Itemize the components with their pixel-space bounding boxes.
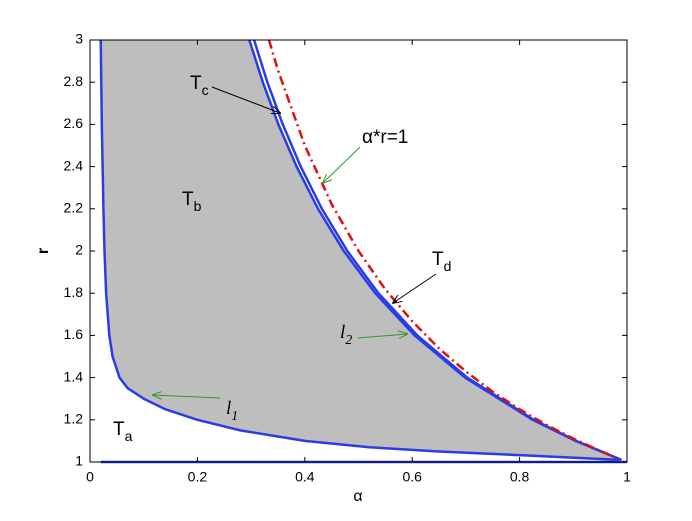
y-tick-label: 2.2 (64, 200, 84, 216)
x-axis-label: α (353, 488, 362, 505)
y-tick-label: 3 (75, 31, 83, 47)
annotation-subscript: b (194, 198, 202, 214)
annotation: Ta (113, 419, 133, 444)
y-tick-label: 2.4 (64, 157, 84, 173)
y-tick-label: 1 (75, 453, 83, 469)
annotation-arrow (211, 86, 280, 113)
annotation-text: T (113, 419, 125, 440)
annotation-subscript: a (125, 428, 133, 444)
y-tick-label: 1.4 (64, 368, 84, 384)
annotation-text: l (226, 398, 231, 419)
y-tick-label: 2.6 (64, 115, 84, 131)
y-axis-label: r (35, 248, 52, 254)
x-tick-label: 0.2 (188, 469, 208, 485)
annotation-arrow (153, 395, 221, 398)
annotation: l1 (226, 398, 238, 424)
y-tick-label: 1.2 (64, 411, 84, 427)
annotation-text: T (432, 249, 444, 270)
curve (252, 39, 622, 462)
annotation: Tc (190, 73, 209, 98)
annotation-subscript: 2 (345, 333, 352, 348)
annotation-text: T (182, 189, 194, 210)
x-tick-label: 0.6 (402, 469, 422, 485)
annotation: α*r=1 (362, 127, 408, 148)
x-tick-label: 0.8 (510, 469, 530, 485)
x-tick-label: 1 (623, 469, 631, 485)
y-tick-label: 1.6 (64, 326, 84, 342)
curve (267, 39, 617, 459)
annotation: l2 (340, 322, 352, 348)
y-tick-label: 1.8 (64, 284, 84, 300)
y-tick-label: 2 (75, 242, 83, 258)
x-tick-label: 0 (86, 469, 94, 485)
annotation-text: T (190, 73, 202, 94)
annotation-arrow (393, 273, 437, 303)
annotation-arrow (357, 334, 407, 338)
annotation-subscript: d (444, 258, 452, 274)
y-tick-label: 2.8 (64, 73, 84, 89)
curve (99, 39, 620, 462)
annotation-subscript: 1 (231, 409, 238, 424)
annotation-text: α*r=1 (362, 127, 408, 148)
annotation-arrow (323, 146, 361, 183)
region-fill (100, 40, 622, 460)
annotation: Td (432, 249, 451, 274)
annotation: Tb (182, 189, 202, 214)
x-tick-label: 0.4 (295, 469, 315, 485)
annotation-text: l (340, 322, 345, 343)
annotation-subscript: c (202, 82, 209, 98)
